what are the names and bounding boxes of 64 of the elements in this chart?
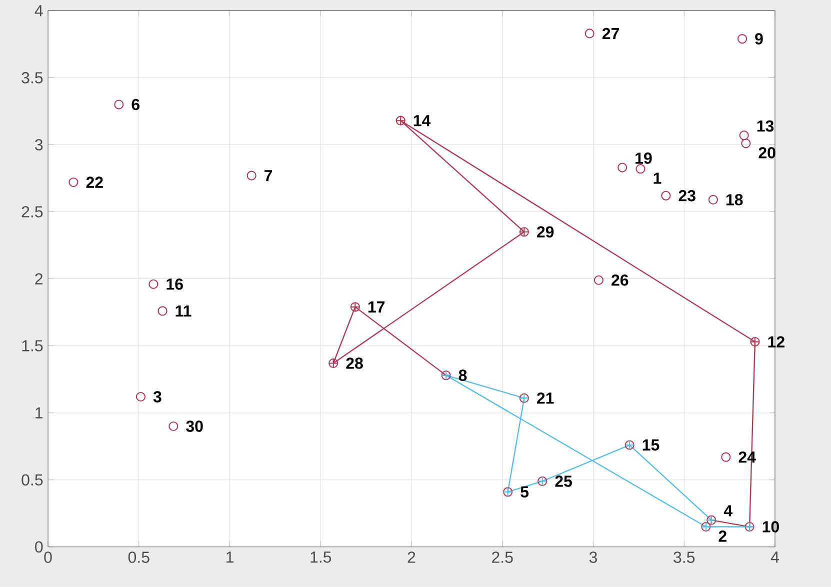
y-tick-label: 1 xyxy=(36,407,43,418)
annotation: 19 xyxy=(636,152,652,164)
annotation: 30 xyxy=(186,420,203,432)
point xyxy=(68,178,78,188)
annotation: 9 xyxy=(755,33,763,45)
annotation: 2 xyxy=(718,530,726,542)
point xyxy=(636,164,646,174)
point xyxy=(148,279,158,289)
y-tick-label: 0.5 xyxy=(22,474,43,486)
point xyxy=(661,190,671,201)
point xyxy=(618,162,628,172)
annotation: 18 xyxy=(726,194,743,206)
point xyxy=(737,34,748,44)
annotation: 7 xyxy=(264,170,272,182)
annotation: 12 xyxy=(768,336,784,348)
y-tick-label: 3 xyxy=(35,139,43,150)
annotation: 27 xyxy=(602,28,619,40)
point xyxy=(708,194,718,205)
y-tick-label: 2 xyxy=(35,273,42,284)
y-tick-label: 3.5 xyxy=(22,72,43,84)
annotation: 22 xyxy=(86,176,103,188)
annotation: 11 xyxy=(176,306,192,317)
point xyxy=(114,100,124,110)
x-tick-label: 2 xyxy=(408,552,416,563)
point xyxy=(168,421,178,432)
point xyxy=(246,170,256,180)
annotation: 28 xyxy=(346,358,363,369)
annotation: 20 xyxy=(758,147,776,158)
y-tick-label: 2.5 xyxy=(22,206,43,218)
x-tick-label: 2.5 xyxy=(492,552,513,563)
annotation: 13 xyxy=(757,120,774,132)
point xyxy=(594,275,604,285)
y-tick-label: 0 xyxy=(35,541,43,553)
x-tick-label: 4 xyxy=(770,552,779,563)
annotation: 5 xyxy=(520,486,529,498)
x-tick-label: 3 xyxy=(589,552,597,563)
annotation: 8 xyxy=(458,370,467,382)
annotation: 26 xyxy=(612,274,628,286)
x-tick-label: 1 xyxy=(226,552,234,563)
annotation: 21 xyxy=(537,392,554,404)
x-tick-label: 3.5 xyxy=(674,552,695,563)
y-tick-label: 4 xyxy=(34,5,43,16)
annotation: 15 xyxy=(642,439,660,451)
annotation: 4 xyxy=(724,505,732,516)
annotation: 17 xyxy=(368,301,385,312)
annotation: 1 xyxy=(654,172,662,184)
y-tick-label: 1.5 xyxy=(22,340,43,352)
point xyxy=(158,306,168,316)
point xyxy=(584,28,594,38)
annotation: 10 xyxy=(762,521,779,532)
x-tick-label: 1.5 xyxy=(310,552,332,563)
annotation: 29 xyxy=(537,226,554,238)
point xyxy=(739,130,749,140)
annotation: 25 xyxy=(555,476,572,487)
point xyxy=(136,392,146,402)
point xyxy=(721,452,731,462)
point xyxy=(741,138,751,148)
annotation: 16 xyxy=(166,278,183,290)
x-tick-label: 0 xyxy=(44,552,52,563)
annotation: 3 xyxy=(153,391,162,402)
annotation: 23 xyxy=(678,190,696,202)
annotation: 14 xyxy=(414,115,431,126)
annotation: 6 xyxy=(132,98,140,110)
x-tick-label: 0.5 xyxy=(128,552,150,563)
